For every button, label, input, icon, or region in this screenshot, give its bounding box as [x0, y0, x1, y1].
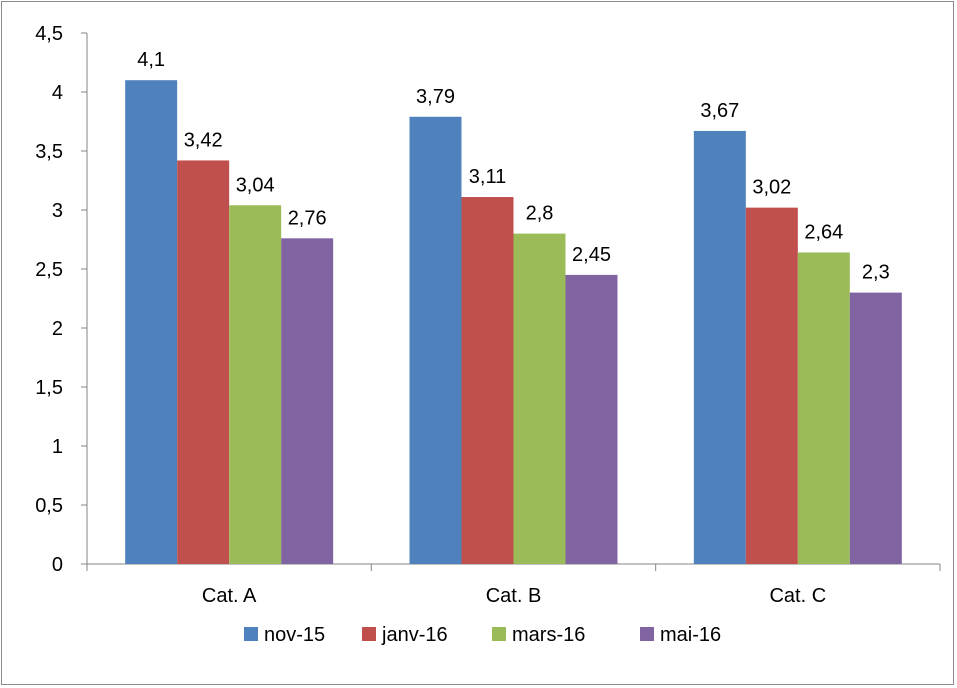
bar-janv-16 — [177, 160, 230, 564]
data-label: 2,76 — [288, 207, 327, 229]
data-label: 3,67 — [700, 100, 739, 122]
bar-mars-16 — [797, 252, 850, 565]
y-tick-label: 1,5 — [35, 377, 63, 399]
x-axis: Cat. A Cat. B Cat. C — [81, 563, 941, 607]
bar-mai-16 — [849, 292, 902, 564]
bars — [125, 80, 902, 565]
bar-mars-16 — [229, 205, 282, 564]
x-tick-label: Cat. A — [202, 585, 257, 607]
x-tick-label: Cat. C — [769, 585, 826, 607]
legend-label: mai-16 — [660, 624, 721, 646]
y-tick-label: 2,5 — [35, 259, 63, 281]
legend-label: nov-15 — [264, 624, 325, 646]
y-tick-label: 0,5 — [35, 495, 63, 517]
data-label: 2,8 — [526, 203, 554, 225]
data-label: 2,64 — [804, 221, 843, 243]
legend-swatch — [362, 627, 376, 641]
bar-nov-15 — [693, 130, 746, 564]
legend-label: janv-16 — [381, 624, 448, 646]
bar-mars-16 — [513, 233, 566, 564]
data-label: 3,42 — [184, 129, 223, 151]
legend-swatch — [640, 627, 654, 641]
legend: nov-15 janv-16 mars-16 mai-16 — [244, 624, 721, 646]
bar-janv-16 — [461, 197, 514, 564]
data-labels: 4,1 3,42 3,04 2,76 3,79 3,11 2,8 2,45 3,67 3,02 2,… — [137, 49, 889, 283]
y-tick-label: 3 — [52, 200, 63, 222]
y-tick-label: 1 — [52, 436, 63, 458]
data-label: 3,79 — [416, 86, 455, 108]
data-label: 3,11 — [469, 166, 506, 188]
y-tick-label: 4 — [52, 82, 63, 104]
bar-mai-16 — [281, 238, 334, 564]
data-label: 4,1 — [137, 49, 165, 71]
data-label: 2,45 — [572, 244, 611, 266]
bar-nov-15 — [409, 116, 462, 564]
bar-janv-16 — [745, 207, 798, 564]
data-label: 2,3 — [862, 262, 890, 284]
y-tick-label: 4,5 — [35, 23, 63, 45]
bar-mai-16 — [565, 274, 618, 564]
x-tick-label: Cat. B — [486, 585, 542, 607]
y-tick-label: 0 — [52, 554, 63, 576]
legend-swatch — [492, 627, 506, 641]
legend-swatch — [244, 627, 258, 641]
bar-nov-15 — [125, 80, 178, 564]
legend-label: mars-16 — [512, 624, 585, 646]
y-axis: 0 0,5 1 1,5 2 2,5 3 3,5 4 4,5 — [35, 23, 88, 576]
data-label: 3,04 — [236, 174, 275, 196]
y-tick-label: 2 — [52, 318, 63, 340]
data-label: 3,02 — [752, 177, 791, 199]
y-tick-label: 3,5 — [35, 141, 63, 163]
